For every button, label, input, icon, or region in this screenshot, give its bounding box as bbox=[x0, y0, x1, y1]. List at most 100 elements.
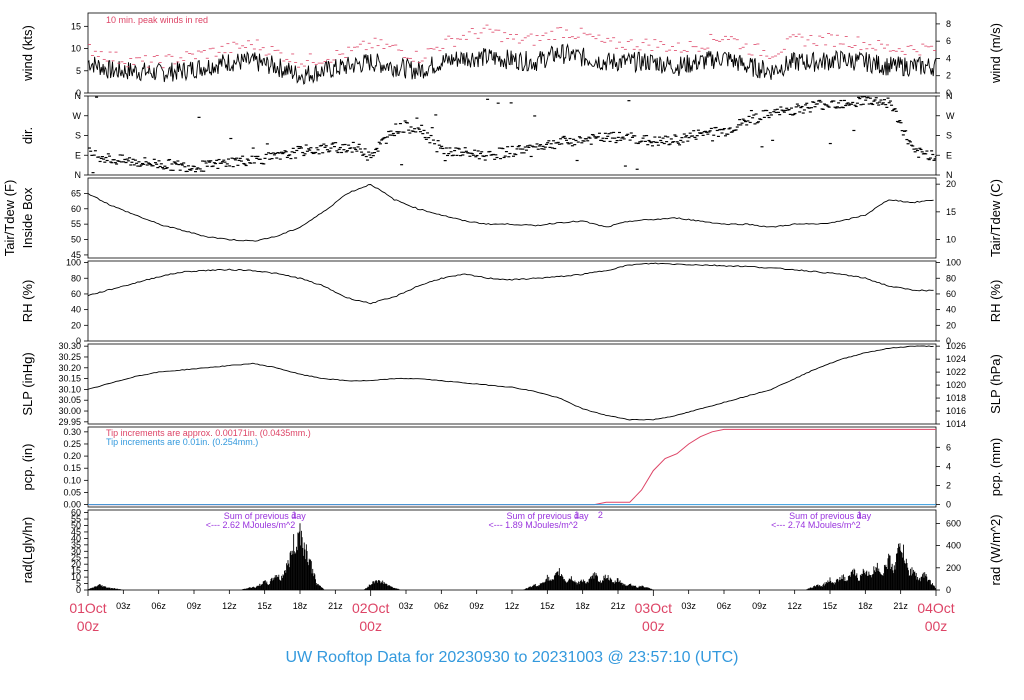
panel-data-slp bbox=[88, 345, 934, 421]
panel-data-dir bbox=[88, 96, 936, 174]
panel-data-rad bbox=[88, 523, 936, 590]
radiation-daily-sum: Sum of previous day bbox=[506, 511, 589, 521]
ytick-label-left: 50 bbox=[71, 520, 81, 530]
ytick-label-right: 60 bbox=[946, 289, 956, 299]
series-temp bbox=[88, 184, 934, 242]
ylabel-left-dir: dir. bbox=[20, 127, 35, 144]
ytick-label-right: 15 bbox=[946, 207, 956, 217]
panel-data-pcp bbox=[88, 428, 936, 506]
ytick-label-left: 30.15 bbox=[58, 374, 81, 384]
ytick-label-left: 20 bbox=[71, 320, 81, 330]
xtick-label: 15z bbox=[257, 601, 272, 611]
ylabel-right-rad: rad (W/m^2) bbox=[988, 514, 1003, 585]
ytick-label-left: 0.10 bbox=[63, 475, 81, 485]
xtick-label: 09z bbox=[187, 601, 202, 611]
ytick-label-left: 10 bbox=[71, 44, 81, 54]
xtick-label: 03z bbox=[116, 601, 131, 611]
ylabel-right-rh: RH (%) bbox=[988, 280, 1003, 323]
radiation-marker: 1 bbox=[574, 510, 579, 520]
ylabel-outer-temp: Tair/Tdew (F) bbox=[2, 180, 17, 257]
ytick-label-left: 60 bbox=[71, 289, 81, 299]
ylabel-left-pcp: pcp. (in) bbox=[20, 444, 35, 491]
ytick-label-right: 2 bbox=[946, 480, 951, 490]
ylabel-left-rh: RH (%) bbox=[20, 280, 35, 323]
xtick-label: 12z bbox=[505, 601, 520, 611]
day-label-date: 01Oct bbox=[69, 600, 106, 616]
ylabel-right-temp: Tair/Tdew (C) bbox=[988, 179, 1003, 257]
ytick-label-left: 0.05 bbox=[63, 487, 81, 497]
radiation-marker: 2 bbox=[598, 510, 603, 520]
ytick-label-left: 5 bbox=[76, 66, 81, 76]
ytick-label-left: 100 bbox=[66, 258, 81, 268]
ytick-label-left: 0.15 bbox=[63, 463, 81, 473]
panel-data-wind bbox=[88, 24, 936, 85]
xtick-label: 18z bbox=[575, 601, 590, 611]
ytick-label-right: N bbox=[946, 91, 953, 101]
ytick-label-left: N bbox=[75, 91, 82, 101]
radiation-daily-sum: Sum of previous day bbox=[789, 511, 872, 521]
panel-data-rh bbox=[88, 262, 934, 305]
tip-note-red: Tip increments are approx. 0.00171in. (0… bbox=[106, 428, 311, 438]
panel-data-temp bbox=[88, 184, 934, 242]
ytick-label-right: E bbox=[946, 150, 952, 160]
ytick-label-right: 40 bbox=[946, 305, 956, 315]
ytick-label-left: 0.00 bbox=[63, 500, 81, 510]
ytick-label-left: S bbox=[75, 131, 81, 141]
ytick-label-left: 29.95 bbox=[58, 417, 81, 427]
ytick-label-left: 40 bbox=[71, 533, 81, 543]
ylabel-left-rad: rad(Lgly/hr) bbox=[20, 517, 35, 583]
ytick-label-right: 8 bbox=[946, 19, 951, 29]
ytick-label-left: 0 bbox=[76, 88, 81, 98]
ytick-label-right: 100 bbox=[946, 258, 961, 268]
ytick-label-left: 15 bbox=[71, 21, 81, 31]
xtick-label: 12z bbox=[787, 601, 802, 611]
xtick-label: 09z bbox=[469, 601, 484, 611]
radiation-daily-sum: <--- 2.74 MJoules/m^2 bbox=[771, 520, 861, 530]
ytick-label-right: 1024 bbox=[946, 354, 966, 364]
ytick-label-right: 10 bbox=[946, 235, 956, 245]
ytick-label-left: 30.10 bbox=[58, 384, 81, 394]
ytick-label-right: 6 bbox=[946, 442, 951, 452]
day-label-date: 04Oct bbox=[917, 600, 954, 616]
xtick-label: 18z bbox=[293, 601, 308, 611]
ytick-label-left: 30.30 bbox=[58, 341, 81, 351]
day-label-hour: 00z bbox=[925, 618, 948, 634]
ytick-label-right: 1016 bbox=[946, 406, 966, 416]
tip-note-blue: Tip increments are 0.01in. (0.254mm.) bbox=[106, 437, 258, 447]
chart-title: UW Rooftop Data for 20230930 to 20231003… bbox=[285, 649, 739, 666]
radiation-daily-sum: <--- 1.89 MJoules/m^2 bbox=[488, 520, 578, 530]
ytick-label-left: 5 bbox=[76, 579, 81, 589]
ytick-label-left: 55 bbox=[71, 514, 81, 524]
ytick-label-left: 35 bbox=[71, 540, 81, 550]
ytick-label-right: 4 bbox=[946, 461, 951, 471]
ytick-label-right: 0 bbox=[946, 336, 951, 346]
day-label-hour: 00z bbox=[642, 618, 665, 634]
ytick-label-left: 30.25 bbox=[58, 352, 81, 362]
panel-note: 10 min. peak winds in red bbox=[106, 15, 208, 25]
xtick-label: 09z bbox=[752, 601, 767, 611]
ytick-label-left: 20 bbox=[71, 559, 81, 569]
ytick-label-left: W bbox=[73, 111, 82, 121]
xtick-label: 06z bbox=[717, 601, 732, 611]
ytick-label-right: 6 bbox=[946, 36, 951, 46]
xtick-label: 18z bbox=[858, 601, 873, 611]
ylabel-right-slp: SLP (hPa) bbox=[988, 354, 1003, 414]
ytick-label-right: 400 bbox=[946, 541, 961, 551]
radiation-marker: 1 bbox=[857, 510, 862, 520]
xtick-label: 03z bbox=[399, 601, 414, 611]
panel-frame-rh bbox=[87, 260, 937, 342]
ytick-label-right: 1020 bbox=[946, 380, 966, 390]
ytick-label-right: W bbox=[946, 111, 955, 121]
ytick-label-left: 15 bbox=[71, 566, 81, 576]
ytick-label-left: 45 bbox=[71, 250, 81, 260]
ytick-label-left: E bbox=[75, 150, 81, 160]
ytick-label-left: 0 bbox=[76, 585, 81, 595]
ytick-label-left: 0 bbox=[76, 336, 81, 346]
ytick-label-left: 30.20 bbox=[58, 363, 81, 373]
ytick-label-left: 45 bbox=[71, 527, 81, 537]
series-rh bbox=[88, 262, 934, 305]
ytick-label-left: 30.05 bbox=[58, 395, 81, 405]
ytick-label-right: 4 bbox=[946, 53, 951, 63]
day-label-hour: 00z bbox=[77, 618, 100, 634]
